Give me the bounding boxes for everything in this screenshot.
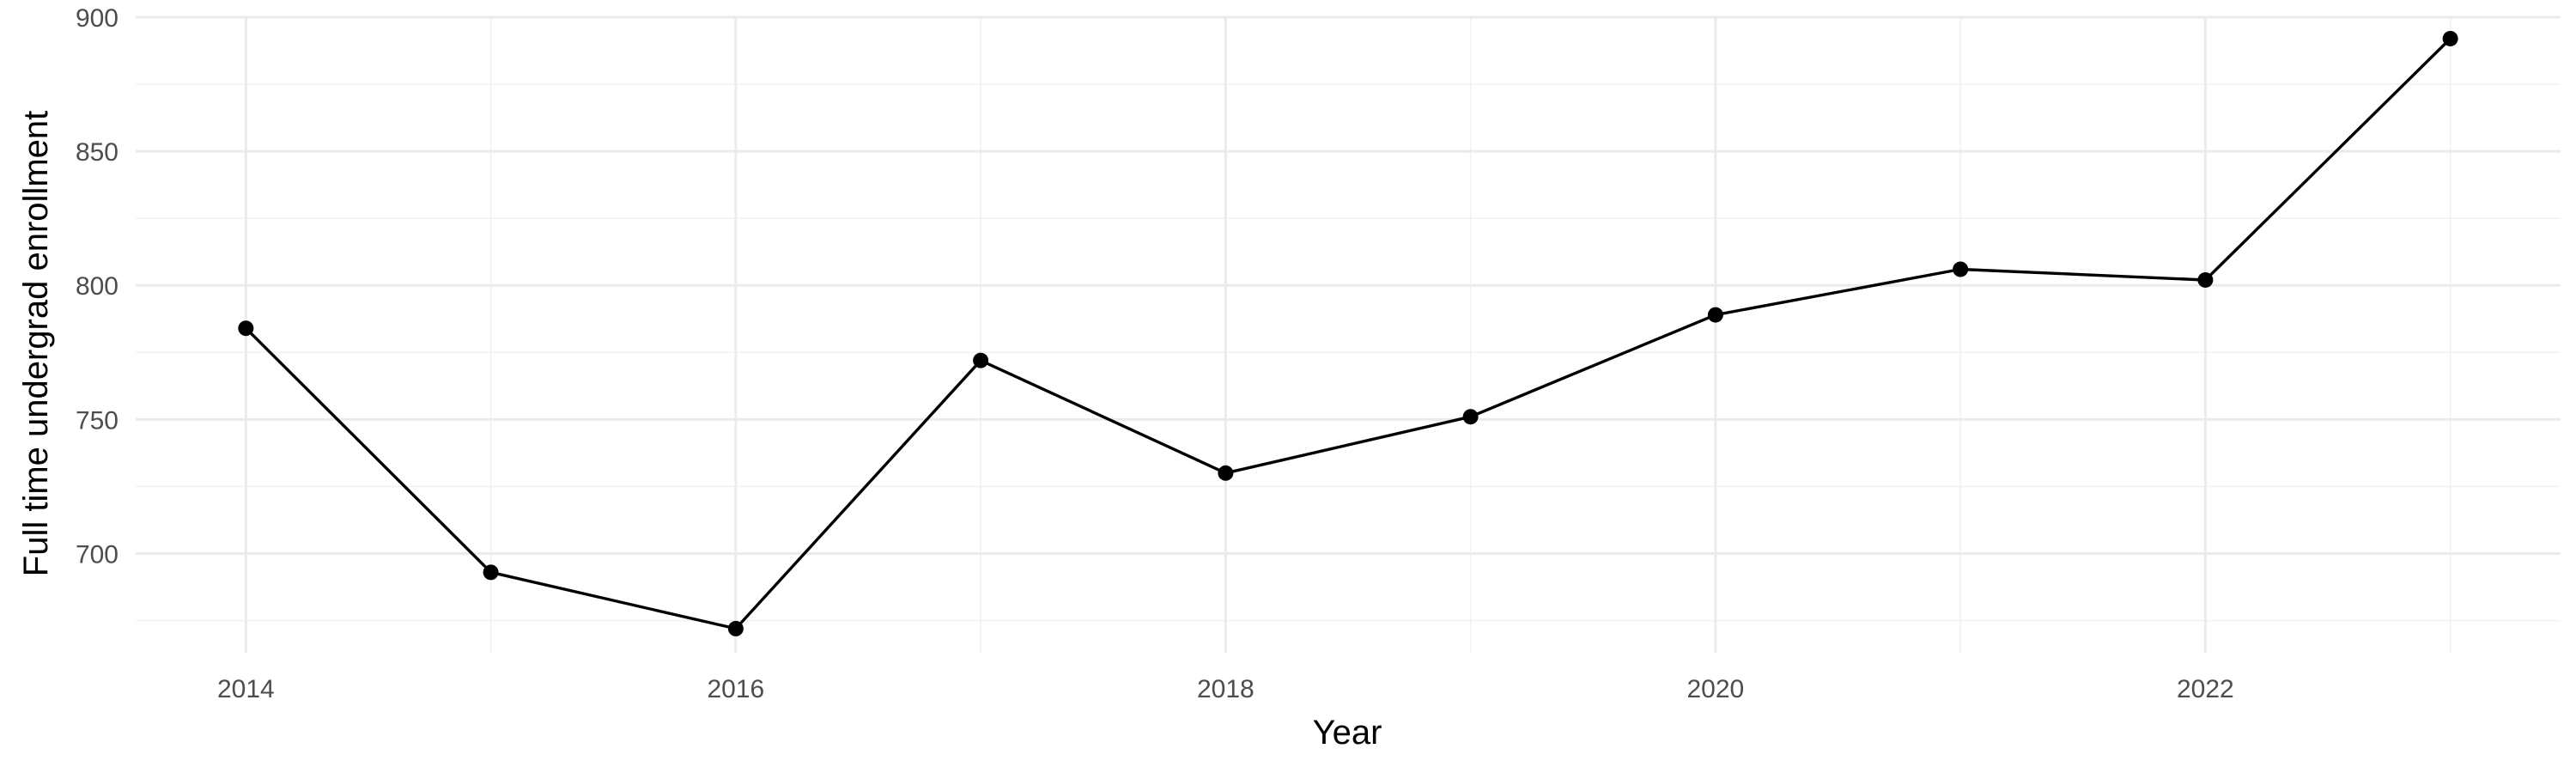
data-point	[238, 320, 254, 337]
data-point	[1218, 465, 1234, 481]
x-axis-tick-labels: 2014 2016 2018 2020 2022	[217, 675, 2234, 703]
x-tick-label: 2020	[1687, 675, 1745, 703]
data-point	[727, 620, 744, 636]
data-point	[973, 352, 989, 368]
x-tick-label: 2022	[2177, 675, 2234, 703]
data-point	[2197, 271, 2214, 288]
data-points	[238, 30, 2458, 636]
data-point	[483, 564, 499, 581]
data-point	[2442, 30, 2458, 46]
y-tick-label: 700	[76, 540, 118, 569]
series-line	[244, 37, 2452, 630]
data-point	[1707, 307, 1723, 323]
y-axis-tick-labels: 700 750 800 850 900	[76, 4, 118, 569]
x-tick-label: 2014	[217, 675, 275, 703]
x-axis-title: Year	[1313, 714, 1382, 752]
y-tick-label: 750	[76, 406, 118, 435]
major-gridlines	[136, 15, 2561, 653]
minor-gridlines	[136, 17, 2561, 653]
x-tick-label: 2016	[707, 675, 764, 703]
y-tick-label: 900	[76, 4, 118, 33]
x-tick-label: 2018	[1197, 675, 1255, 703]
y-tick-label: 850	[76, 138, 118, 167]
y-tick-label: 800	[76, 272, 118, 301]
y-axis-title: Full time undergrad enrollment	[17, 111, 55, 576]
data-point	[1953, 261, 1969, 277]
data-point	[1462, 409, 1479, 425]
